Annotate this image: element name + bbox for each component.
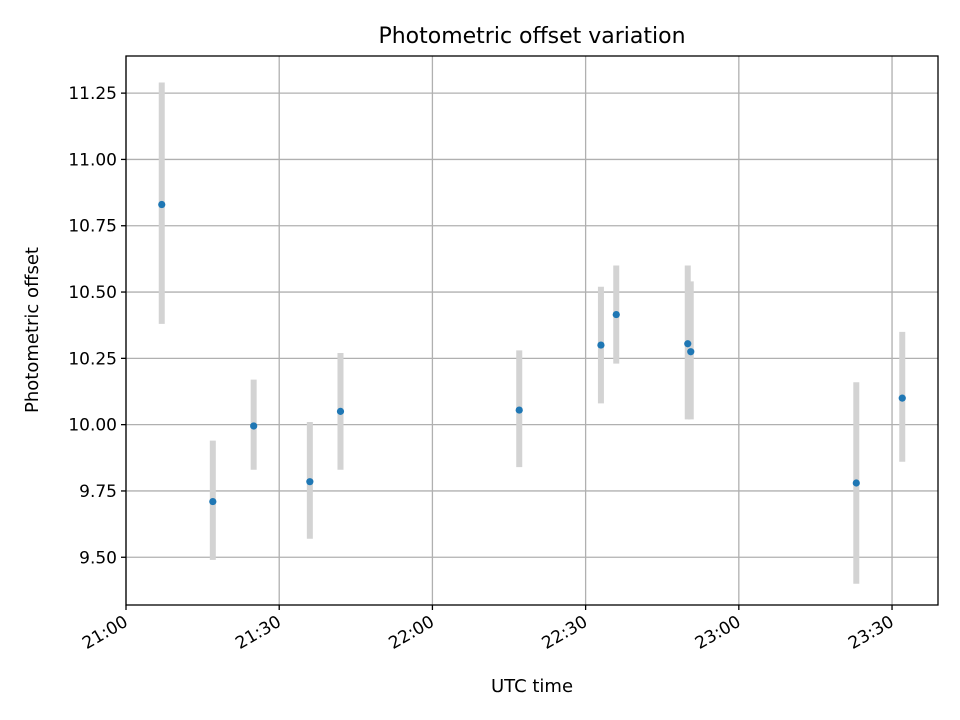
- y-axis-ticks: 9.50 9.75 10.00 10.25 10.50 10.75 11.00 11.25: [68, 84, 126, 568]
- data-point: [684, 340, 692, 348]
- chart-title: Photometric offset variation: [378, 24, 685, 49]
- data-points: [158, 200, 906, 506]
- data-point: [687, 348, 695, 356]
- y-tick-label: 10.00: [68, 416, 117, 436]
- data-point: [250, 422, 258, 430]
- y-tick-label: 11.00: [68, 150, 117, 170]
- y-tick-label: 9.75: [79, 482, 117, 502]
- y-tick-label: 10.75: [68, 217, 117, 237]
- data-point: [898, 394, 906, 402]
- data-point: [515, 406, 523, 414]
- y-tick-label: 10.25: [68, 349, 117, 369]
- x-axis-label: UTC time: [491, 676, 573, 697]
- data-point: [597, 341, 605, 349]
- data-point: [158, 200, 166, 209]
- y-tick-label: 11.25: [68, 84, 117, 104]
- data-point: [209, 497, 217, 506]
- plot-frame: [125, 55, 939, 606]
- data-point: [852, 479, 860, 487]
- data-point: [336, 407, 345, 415]
- grid: [125, 56, 938, 605]
- data-point: [306, 478, 314, 486]
- y-tick-label: 9.50: [79, 548, 117, 568]
- data-point: [612, 310, 620, 319]
- y-axis-label: Photometric offset: [22, 247, 43, 413]
- y-tick-label: 10.50: [68, 283, 117, 303]
